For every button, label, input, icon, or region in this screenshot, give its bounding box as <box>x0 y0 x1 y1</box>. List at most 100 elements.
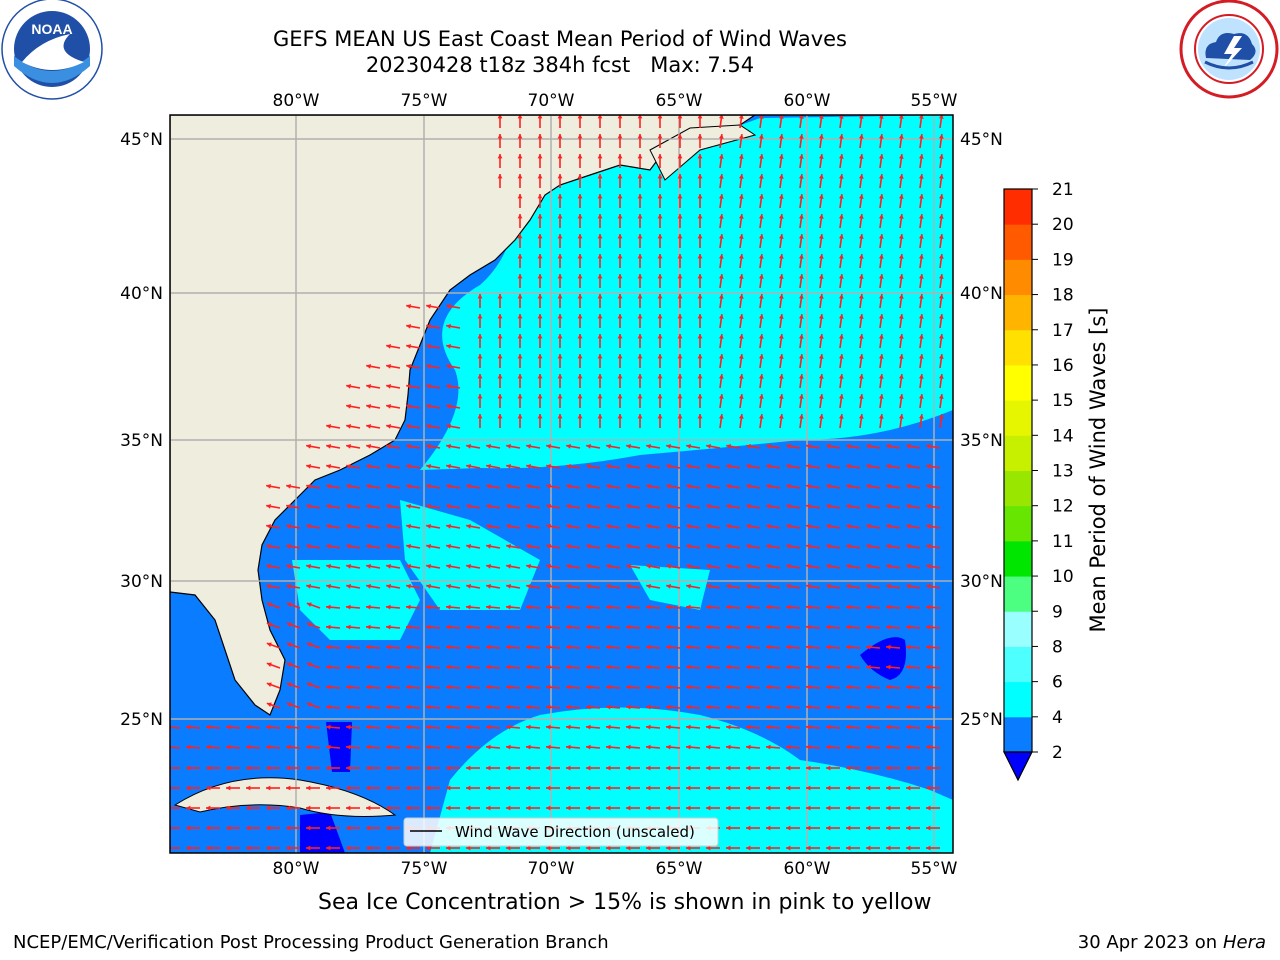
direction-arrow-head <box>886 563 891 569</box>
direction-arrow-head <box>898 354 904 359</box>
direction-arrow-head <box>406 463 411 469</box>
direction-arrow-head <box>718 115 724 119</box>
direction-arrow-head <box>706 765 711 771</box>
direction-arrow-head <box>886 604 891 610</box>
direction-arrow-head <box>386 624 391 630</box>
direction-arrow-head <box>826 583 831 589</box>
direction-arrow-head <box>718 354 724 359</box>
direction-arrow-head <box>906 664 911 670</box>
direction-arrow-head <box>286 805 291 811</box>
colorbar-tick-label: 13 <box>1052 462 1074 482</box>
direction-arrow-head <box>906 704 911 710</box>
direction-arrow-head <box>866 503 871 509</box>
direction-arrow-head <box>286 503 291 509</box>
direction-arrow-head <box>326 644 331 650</box>
direction-arrow-head <box>686 845 691 851</box>
nws-logo <box>1179 0 1279 99</box>
direction-arrow-head <box>206 845 211 851</box>
direction-arrow-head <box>726 805 731 811</box>
direction-arrow-head <box>706 463 711 469</box>
direction-arrow-head <box>806 644 811 650</box>
direction-arrow-head <box>486 845 491 851</box>
direction-arrow-head <box>838 174 844 179</box>
direction-arrow-head <box>818 394 824 399</box>
direction-arrow-head <box>306 825 311 831</box>
direction-arrow-head <box>866 785 871 791</box>
direction-arrow-head <box>926 624 931 630</box>
direction-arrow-head <box>866 483 871 489</box>
direction-arrow-head <box>778 414 784 419</box>
direction-arrow-head <box>506 463 511 469</box>
colorbar-segment <box>1004 681 1032 718</box>
direction-arrow-head <box>326 704 331 710</box>
direction-arrow-head <box>826 483 831 489</box>
direction-arrow-head <box>546 765 551 771</box>
direction-arrow-head <box>326 805 331 811</box>
direction-arrow-head <box>778 234 784 239</box>
direction-arrow-head <box>286 724 291 730</box>
direction-arrow-head <box>466 604 471 610</box>
direction-arrow-head <box>366 624 371 630</box>
direction-arrow-head <box>386 825 391 831</box>
direction-arrow-head <box>626 684 631 690</box>
direction-arrow-head <box>406 785 411 791</box>
direction-arrow-head <box>546 583 551 589</box>
direction-arrow-head <box>466 765 471 771</box>
direction-arrow-head <box>426 744 431 750</box>
direction-arrow-head <box>606 543 611 549</box>
direction-arrow-head <box>697 374 703 379</box>
direction-arrow-head <box>637 414 643 419</box>
direction-arrow-head <box>446 664 451 670</box>
direction-arrow-head <box>838 274 844 279</box>
direction-arrow-head <box>446 644 451 650</box>
direction-arrow-head <box>746 483 751 489</box>
direction-arrow-head <box>386 363 391 369</box>
direction-arrow-head <box>186 724 191 730</box>
direction-arrow-head <box>778 314 784 319</box>
direction-arrow-head <box>286 583 291 589</box>
direction-arrow-head <box>506 744 511 750</box>
direction-arrow-head <box>938 414 944 419</box>
direction-arrow-head <box>326 825 331 831</box>
direction-arrow-head <box>677 234 683 239</box>
direction-arrow-head <box>838 394 844 399</box>
direction-arrow-head <box>586 684 591 690</box>
direction-arrow-head <box>637 354 643 359</box>
direction-arrow-head <box>306 563 311 569</box>
direction-arrow-head <box>286 543 291 549</box>
direction-arrow-head <box>366 563 371 569</box>
direction-arrow-head <box>306 642 312 647</box>
direction-arrow-head <box>586 583 591 589</box>
direction-arrow-head <box>786 684 791 690</box>
direction-arrow-head <box>738 214 744 219</box>
direction-arrow-head <box>738 154 744 159</box>
direction-arrow-head <box>606 483 611 489</box>
direction-arrow-head <box>486 664 491 670</box>
direction-arrow-head <box>266 702 272 707</box>
direction-arrow-head <box>746 724 751 730</box>
direction-arrow-head <box>537 194 543 199</box>
direction-arrow-head <box>918 334 924 339</box>
direction-arrow-head <box>697 394 703 399</box>
direction-arrow-head <box>386 583 391 589</box>
direction-arrow-head <box>726 463 731 469</box>
direction-arrow-head <box>798 254 804 259</box>
direction-arrow-head <box>938 334 944 339</box>
direction-arrow-head <box>566 583 571 589</box>
direction-arrow-head <box>826 604 831 610</box>
direction-arrow-head <box>386 483 391 489</box>
direction-arrow-head <box>806 845 811 851</box>
direction-arrow-head <box>546 523 551 529</box>
direction-arrow-head <box>866 563 871 569</box>
direction-arrow-head <box>926 684 931 690</box>
direction-arrow-head <box>306 463 311 469</box>
colorbar-segment <box>1004 646 1032 683</box>
direction-arrow-head <box>766 845 771 851</box>
direction-arrow-head <box>406 724 411 730</box>
direction-arrow-head <box>506 523 511 529</box>
colorbar-segment <box>1004 294 1032 331</box>
direction-arrow-head <box>497 374 503 379</box>
colorbar-segment <box>1004 611 1032 647</box>
direction-arrow-head <box>226 744 231 750</box>
direction-arrow-head <box>446 463 451 469</box>
